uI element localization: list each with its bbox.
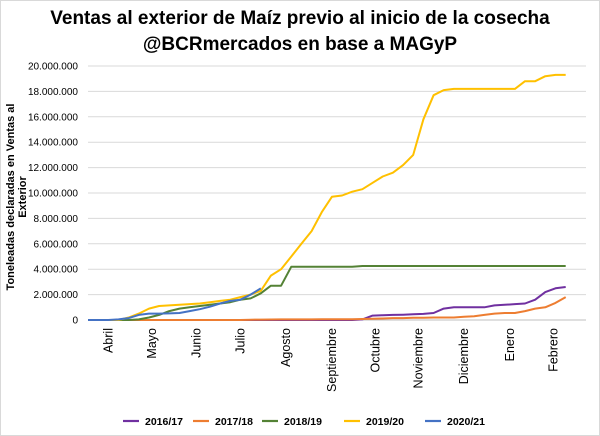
y-tick-label: 4.000.000 [34, 265, 79, 276]
x-tick-label: Junio [190, 328, 204, 358]
chart-subtitle: @BCRmercados en base a MAGyP [142, 34, 458, 55]
y-tick-label: 18.000.000 [28, 87, 78, 98]
y-tick-label: 14.000.000 [28, 138, 78, 149]
chart-title: Ventas al exterior de Maíz previo al ini… [50, 8, 550, 29]
legend-label: 2017/18 [215, 416, 253, 428]
x-tick-label: Enero [503, 328, 517, 361]
x-tick-label: Noviembre [411, 328, 425, 388]
gridlines [88, 65, 586, 321]
y-axis-ticks: 0 2.000.000 4.000.000 6.000.000 8.000.000 10.… [28, 62, 79, 327]
x-tick-label: Agosto [279, 328, 293, 367]
y-tick-label: 20.000.000 [28, 62, 78, 73]
x-tick-label: Mayo [145, 328, 159, 359]
series-line-2020-21 [88, 287, 262, 321]
y-tick-label: 0 [72, 316, 78, 327]
legend-label: 2019/20 [366, 416, 404, 428]
y-tick-label: 6.000.000 [34, 239, 79, 250]
x-tick-label: Diciembre [457, 328, 471, 384]
legend-label: 2018/19 [284, 416, 322, 428]
x-tick-label: Octubre [369, 328, 383, 373]
legend-label: 2020/21 [447, 416, 485, 428]
x-tick-label: Febrero [546, 328, 560, 372]
x-tick-label: Julio [233, 328, 247, 354]
y-tick-label: 2.000.000 [34, 290, 79, 301]
x-tick-label: Abril [101, 328, 115, 353]
series-lines [88, 73, 567, 321]
y-tick-label: 10.000.000 [28, 189, 78, 200]
y-tick-label: 8.000.000 [34, 214, 79, 225]
x-axis-ticks: Abril Mayo Junio Julio Agosto Septiembre Octub… [101, 328, 560, 392]
y-tick-label: 12.000.000 [28, 163, 78, 174]
series-line-2017-18 [88, 296, 567, 321]
legend: 2016/17 2017/18 2018/19 2019/20 2020/21 [123, 416, 485, 428]
y-tick-label: 16.000.000 [28, 112, 78, 123]
x-tick-label: Septiembre [325, 328, 339, 392]
legend-label: 2016/17 [145, 416, 183, 428]
series-line-2019-20 [88, 73, 566, 321]
series-line-2018-19 [88, 265, 566, 321]
